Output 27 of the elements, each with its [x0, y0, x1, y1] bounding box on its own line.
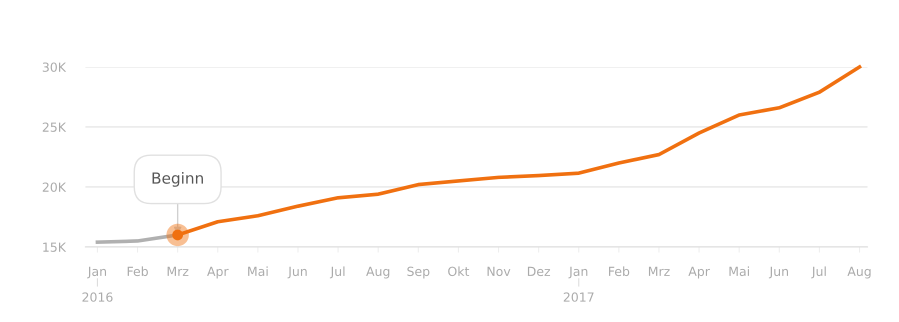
- x-tick-label: Apr: [688, 266, 710, 279]
- y-tick-label: 15K: [43, 242, 66, 252]
- y-tick-label: 30K: [42, 62, 66, 72]
- x-tick-label: Jul: [811, 266, 826, 278]
- x-tick-label: Mai: [729, 266, 749, 276]
- x-tick-label: Mai: [248, 266, 268, 276]
- annotation: Beginn: [152, 172, 203, 187]
- x-tick-label: Sep: [407, 266, 430, 279]
- y-tick-label: 25K: [42, 122, 66, 132]
- x-tick-label: Feb: [128, 266, 148, 276]
- x-tick-label: Jun: [768, 266, 788, 278]
- x-tick-label: Jul: [330, 266, 344, 278]
- x-tick-label: Feb: [609, 266, 630, 276]
- x-tick-label: Mrz: [168, 266, 188, 276]
- x-tick-label: Dez: [528, 266, 550, 276]
- x-tick-label: Aug: [847, 266, 871, 279]
- x-tick-label: Nov: [488, 266, 510, 276]
- text: 2017: [564, 292, 594, 302]
- x-tick-label: Okt: [448, 266, 470, 276]
- x-tick-label: Mrz: [648, 266, 670, 276]
- x-tick-label: Jun: [288, 266, 307, 278]
- x-tick-label: Jan: [87, 266, 106, 278]
- x-tick-label: Jan: [568, 266, 588, 278]
- text: 2016: [82, 292, 113, 302]
- y-tick-label: 20K: [42, 182, 66, 192]
- x-tick-label: Aug: [366, 266, 390, 279]
- x-tick-label: Apr: [207, 266, 229, 279]
